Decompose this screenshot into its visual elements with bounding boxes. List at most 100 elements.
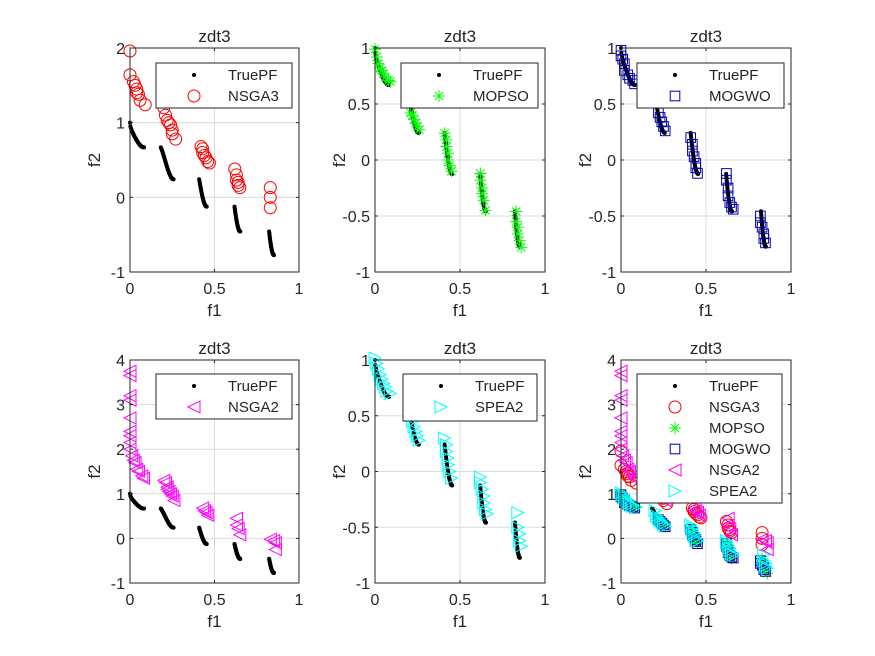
nsga3-point	[169, 132, 183, 146]
truepf-point	[171, 525, 176, 530]
truepf-point	[662, 130, 667, 135]
x-tick-label: 1	[787, 592, 796, 609]
legend-marker-mopso	[669, 422, 681, 434]
mopso-point	[510, 205, 523, 218]
truepf-point	[271, 570, 276, 575]
y-tick-label: 0	[116, 190, 125, 207]
mogwo-point	[727, 203, 739, 215]
mogwo-point	[659, 125, 671, 137]
x-axis-label: f1	[699, 612, 713, 631]
spea2-point	[653, 513, 668, 528]
x-tick-label: 0	[126, 592, 135, 609]
mogwo-point	[688, 151, 700, 162]
mopso-point	[408, 113, 421, 126]
subplot-2: 0 0.5 1 -1 -0.5 0 0.5 1 zdt3 f1 f2 TruePF MOPSO	[330, 27, 550, 320]
nsga2-point	[163, 486, 178, 501]
nsga2-point	[758, 533, 772, 548]
nsga2-point	[198, 505, 213, 520]
nsga3-point	[138, 98, 152, 112]
nsga2-point	[126, 453, 140, 468]
x-tick-label: 0.5	[449, 281, 471, 298]
y-tick-label: -0.5	[588, 209, 616, 226]
mopso-point	[442, 154, 455, 166]
nsga2-point	[620, 462, 635, 477]
x-axis-label: f1	[453, 612, 467, 631]
chart-title: zdt3	[198, 27, 230, 46]
truepf-point	[142, 506, 147, 511]
nsga3-point	[133, 93, 147, 107]
mopso-point	[515, 241, 528, 254]
nsga3-point	[196, 142, 210, 156]
spea2-point	[479, 502, 493, 517]
mopso-point	[411, 120, 424, 133]
nsga2-point	[266, 533, 281, 548]
series-truepf	[128, 120, 276, 258]
spea2-point	[412, 433, 427, 448]
y-tick-label: 4	[116, 353, 125, 370]
legend-marker-nsga3	[668, 400, 682, 414]
data-layer	[123, 44, 277, 258]
mogwo-point	[685, 132, 697, 143]
mopso-point	[476, 187, 489, 200]
x-axis-label: f1	[453, 301, 467, 320]
x-tick-label: 0	[617, 592, 626, 609]
legend: TruePF NSGA3 MOPSO MOGWO NSGA2 SPEA2	[636, 373, 783, 504]
x-tick-label: 0.5	[203, 592, 225, 609]
y-tick-label: 0	[361, 465, 370, 482]
y-tick-label: 1	[361, 41, 370, 58]
x-tick-label: 1	[295, 281, 304, 298]
legend-label: TruePF	[475, 378, 524, 395]
legend-box	[636, 373, 783, 504]
legend-label: TruePF	[228, 67, 277, 84]
legend-label: MOGWO	[709, 88, 771, 105]
y-tick-label: 0	[607, 153, 616, 170]
y-tick-label: 0.5	[348, 97, 370, 114]
nsga2-point	[615, 449, 630, 463]
legend-label: NSGA3	[709, 399, 760, 416]
mogwo-point	[721, 174, 732, 186]
legend: TruePF NSGA2	[155, 373, 293, 420]
truepf-point	[142, 145, 147, 150]
y-tick-label: -0.5	[342, 520, 370, 537]
legend: TruePF NSGA3	[155, 62, 293, 109]
series-truepf	[128, 491, 276, 575]
mogwo-point	[721, 168, 732, 179]
mopso-point	[479, 204, 492, 217]
spea2-point	[760, 561, 775, 576]
nsga2-point	[232, 528, 247, 542]
y-tick-label: 3	[607, 398, 616, 415]
chart-title: zdt3	[690, 27, 722, 46]
nsga2-point	[690, 505, 704, 520]
series-spea2	[368, 352, 529, 554]
x-axis-label: f1	[207, 301, 221, 320]
legend-box	[155, 373, 293, 420]
truepf-point	[171, 177, 176, 182]
y-tick-label: 0	[607, 531, 616, 548]
nsga2-point	[722, 521, 737, 536]
mopso-point	[511, 221, 524, 234]
mopso-point	[616, 491, 629, 504]
data-layer	[613, 364, 775, 580]
legend-marker-truepf	[437, 73, 441, 77]
mogwo-point	[619, 58, 630, 69]
mopso-point	[474, 174, 487, 187]
legend-label: SPEA2	[475, 399, 523, 416]
legend-marker-mopso	[433, 90, 445, 102]
x-tick-label: 1	[541, 592, 550, 609]
legend-marker-nsga3	[187, 89, 201, 103]
data-layer	[615, 44, 771, 249]
legend-marker-mogwo	[669, 443, 681, 455]
mopso-point	[413, 123, 426, 136]
mopso-point	[474, 167, 487, 180]
spea2-point	[409, 424, 423, 439]
truepf-point	[729, 209, 734, 214]
mopso-point	[440, 140, 453, 153]
spea2-point	[629, 500, 644, 514]
mopso-point	[438, 127, 451, 140]
x-tick-label: 1	[541, 281, 550, 298]
y-tick-label: 0	[361, 153, 370, 170]
spea2-point	[617, 490, 632, 505]
nsga3-point	[231, 175, 245, 189]
subplot-5: 0 0.5 1 -1 -0.5 0 0.5 1 zdt3 f1 f2 TruePF SPEA2	[330, 339, 550, 631]
